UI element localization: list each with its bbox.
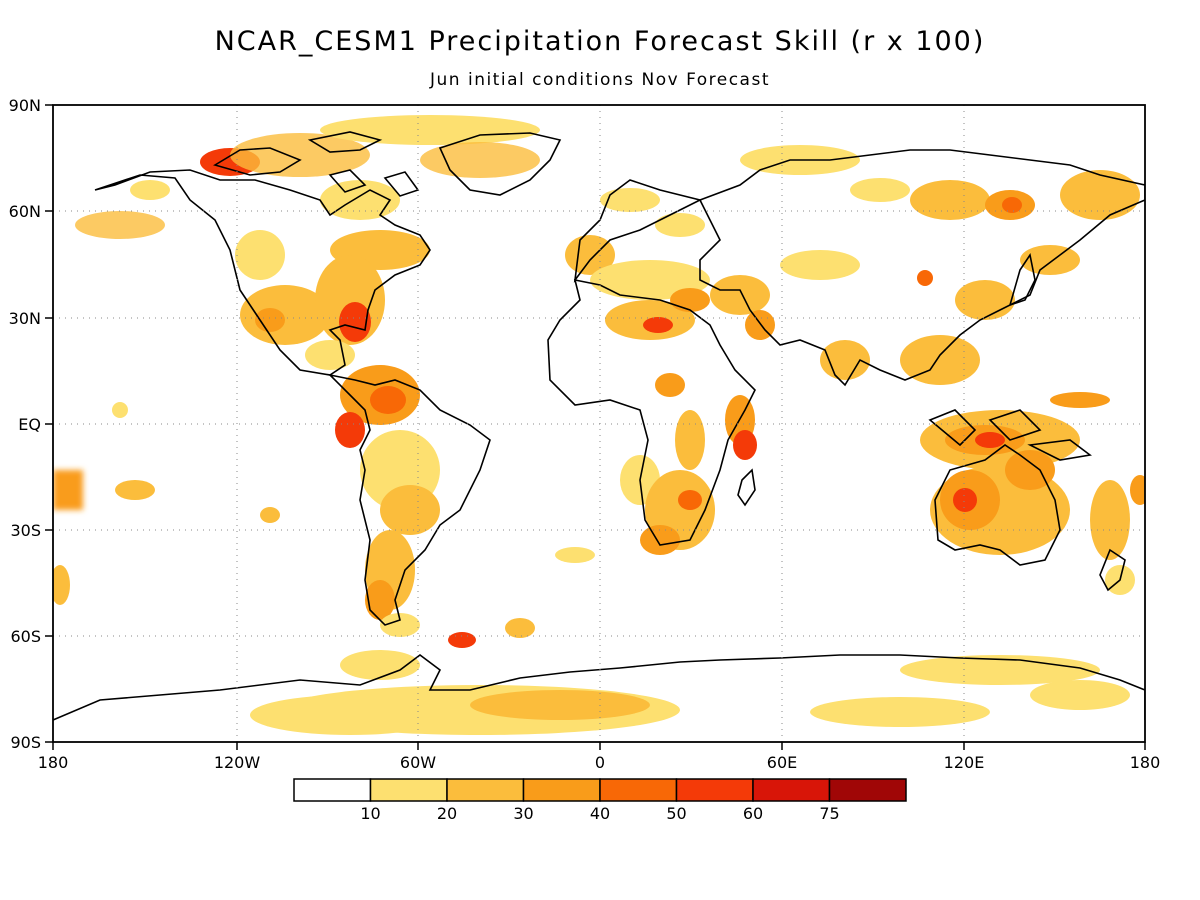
colorbar-box-7 <box>828 778 907 802</box>
lon-label-180w: 180 <box>38 753 69 772</box>
lon-label-0: 0 <box>595 753 605 772</box>
lat-label-eq: EQ <box>18 415 41 434</box>
grid-lines <box>53 105 1145 742</box>
lat-label-90s: 90S <box>10 733 41 752</box>
map-subtitle: Jun initial conditions Nov Forecast <box>430 70 770 90</box>
lat-label-30s: 30S <box>10 521 41 540</box>
skill-shading <box>53 115 1145 735</box>
lat-labels: 90N 60N 30N EQ 30S 60S 90S <box>9 96 41 752</box>
lat-label-30n: 30N <box>9 309 41 328</box>
lon-label-60e: 60E <box>767 753 797 772</box>
colorbar: 10 20 30 40 50 60 75 <box>293 778 907 823</box>
colorbar-label-20: 20 <box>437 804 457 823</box>
map-title: NCAR_CESM1 Precipitation Forecast Skill … <box>214 26 986 57</box>
colorbar-box-3 <box>522 778 601 802</box>
colorbar-label-10: 10 <box>360 804 380 823</box>
coastlines <box>53 131 1145 721</box>
lon-label-180e: 180 <box>1130 753 1161 772</box>
colorbar-box-0 <box>293 778 372 802</box>
colorbar-box-6 <box>752 778 831 802</box>
lon-label-120e: 120E <box>944 753 985 772</box>
colorbar-label-60: 60 <box>743 804 763 823</box>
colorbar-label-40: 40 <box>590 804 610 823</box>
colorbar-box-1 <box>369 778 448 802</box>
colorbar-label-30: 30 <box>513 804 533 823</box>
lon-label-60w: 60W <box>400 753 436 772</box>
lon-label-120w: 120W <box>214 753 261 772</box>
colorbar-box-5 <box>675 778 754 802</box>
colorbar-label-50: 50 <box>666 804 686 823</box>
colorbar-box-4 <box>599 778 678 802</box>
lat-label-90n: 90N <box>9 96 41 115</box>
colorbar-box-2 <box>446 778 525 802</box>
lon-labels: 180 120W 60W 0 60E 120E 180 <box>38 753 1161 772</box>
lat-label-60n: 60N <box>9 202 41 221</box>
tick-marks <box>45 104 1146 750</box>
colorbar-label-75: 75 <box>819 804 839 823</box>
lat-label-60s: 60S <box>10 627 41 646</box>
